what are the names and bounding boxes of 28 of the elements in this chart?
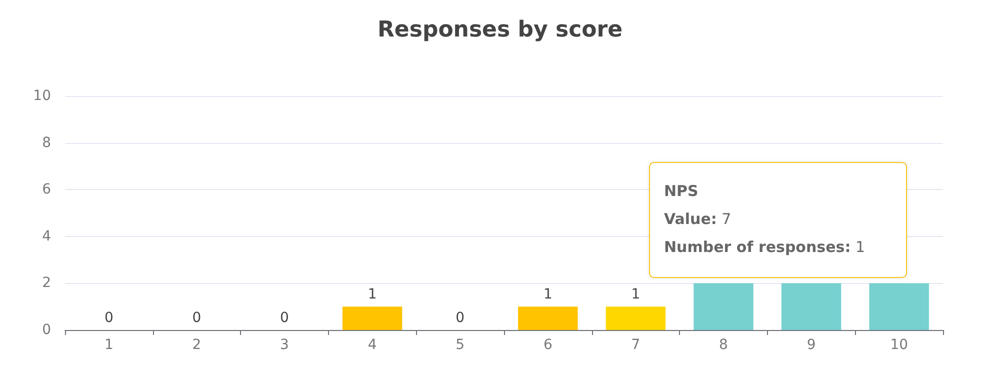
y-tick-label: 6 (42, 182, 52, 198)
x-tick-label: 7 (631, 337, 640, 353)
x-tick-label: 5 (456, 337, 465, 353)
tooltip-box: NPS Value: 7 Number of responses: 1 (649, 162, 907, 278)
x-tick-label: 1 (104, 337, 114, 353)
x-tick-label: 4 (368, 337, 377, 353)
data-label: 0 (456, 310, 465, 326)
y-tick-label: 2 (42, 275, 51, 292)
x-tick-label: 3 (280, 337, 289, 353)
data-label: 1 (543, 286, 552, 303)
annotation: Value: 7 (664, 209, 732, 230)
x-tick-label: 6 (543, 337, 552, 353)
y-tick-label: 10 (33, 88, 51, 104)
annotation: NPS (664, 182, 698, 200)
annotation: Number of responses: 1 (664, 237, 866, 258)
x-tick-label: 2 (192, 337, 202, 353)
x-tick-label: 10 (890, 337, 908, 353)
x-tick-label: 9 (806, 337, 816, 353)
chart-title: Responses by score (377, 18, 623, 42)
y-tick-label: 0 (42, 322, 51, 338)
data-label: 1 (368, 286, 377, 303)
x-tick-label: 8 (719, 337, 728, 353)
y-tick-label: 4 (42, 228, 52, 244)
data-label: 0 (192, 310, 202, 326)
y-tick-label: 8 (42, 134, 51, 151)
data-label: 1 (631, 286, 640, 303)
data-label: 0 (280, 310, 289, 326)
data-label: 0 (104, 310, 114, 326)
